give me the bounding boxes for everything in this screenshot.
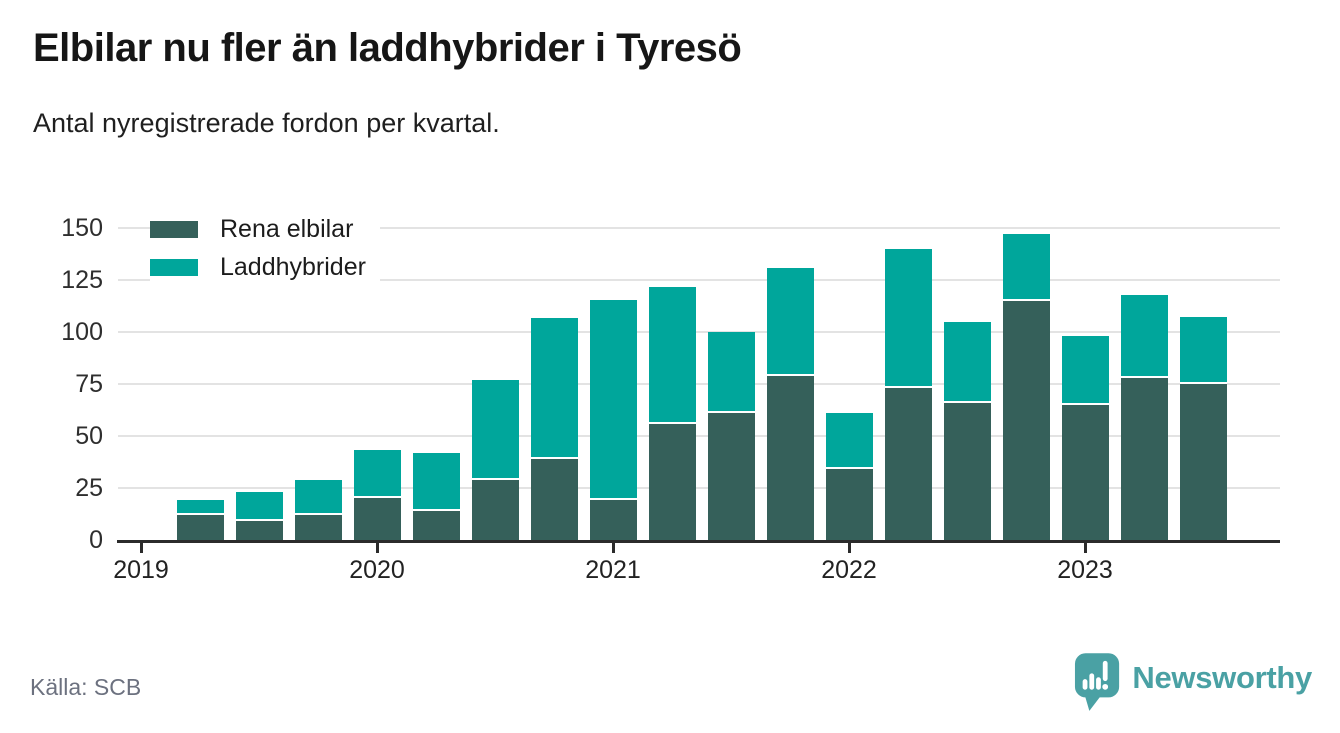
bar-segment-laddhybrider xyxy=(826,413,873,469)
bar-segment-laddhybrider xyxy=(413,453,460,511)
bar-2019-q2 xyxy=(177,500,224,540)
bar-2023-q3 xyxy=(1180,317,1227,540)
bar-segment-laddhybrider xyxy=(472,380,519,480)
bar-segment-rena-elbilar xyxy=(177,515,224,540)
y-tick-label: 0 xyxy=(89,526,103,554)
x-tick-label: 2019 xyxy=(113,556,169,584)
bar-segment-rena-elbilar xyxy=(472,480,519,540)
y-tick-label: 125 xyxy=(61,266,103,294)
bar-segment-rena-elbilar xyxy=(295,515,342,540)
bar-segment-laddhybrider xyxy=(236,492,283,521)
brand-name: Newsworthy xyxy=(1132,660,1312,695)
legend-item: Rena elbilar xyxy=(150,213,380,245)
x-tick-mark xyxy=(848,543,851,553)
gridline xyxy=(118,487,1280,489)
x-tick-mark xyxy=(376,543,379,553)
x-tick-label: 2022 xyxy=(821,556,877,584)
bar-2021-q1 xyxy=(590,300,637,540)
bar-segment-rena-elbilar xyxy=(944,403,991,540)
bar-segment-rena-elbilar xyxy=(1003,301,1050,540)
bar-2022-q3 xyxy=(944,322,991,540)
bar-segment-laddhybrider xyxy=(295,480,342,515)
bar-2023-q1 xyxy=(1062,336,1109,540)
x-tick-label: 2021 xyxy=(585,556,641,584)
bar-segment-laddhybrider xyxy=(885,249,932,388)
gridline xyxy=(118,227,1280,229)
bar-segment-rena-elbilar xyxy=(590,500,637,540)
bar-segment-rena-elbilar xyxy=(413,511,460,540)
bar-segment-rena-elbilar xyxy=(826,469,873,540)
bar-segment-rena-elbilar xyxy=(767,376,814,540)
bar-2020-q2 xyxy=(413,453,460,540)
x-tick-mark xyxy=(1084,543,1087,553)
legend-label: Rena elbilar xyxy=(220,215,354,243)
chart-legend: Rena elbilar Laddhybrider xyxy=(150,213,380,283)
bar-segment-rena-elbilar xyxy=(531,459,578,540)
gridline xyxy=(118,435,1280,437)
bar-2022-q1 xyxy=(826,413,873,540)
bar-segment-laddhybrider xyxy=(1121,295,1168,378)
gridline xyxy=(118,383,1280,385)
gridline xyxy=(118,279,1280,281)
y-tick-label: 150 xyxy=(61,214,103,242)
bar-segment-laddhybrider xyxy=(1062,336,1109,405)
bar-segment-laddhybrider xyxy=(531,318,578,459)
bar-segment-rena-elbilar xyxy=(354,498,401,540)
legend-item: Laddhybrider xyxy=(150,251,380,283)
bar-2019-q4 xyxy=(295,480,342,540)
page-title: Elbilar nu fler än laddhybrider i Tyresö xyxy=(33,26,742,70)
y-tick-label: 25 xyxy=(75,474,103,502)
newsworthy-logo-icon xyxy=(1075,653,1120,711)
x-tick-mark xyxy=(140,543,143,553)
x-axis-line xyxy=(117,540,1280,543)
y-tick-label: 100 xyxy=(61,318,103,346)
bar-2021-q2 xyxy=(649,287,696,540)
legend-label: Laddhybrider xyxy=(220,253,366,281)
newsworthy-branding: Newsworthy xyxy=(1074,652,1312,714)
legend-swatch xyxy=(150,258,198,276)
bar-2021-q3 xyxy=(708,332,755,540)
bar-segment-rena-elbilar xyxy=(649,424,696,540)
bar-segment-laddhybrider xyxy=(649,287,696,424)
page-subtitle: Antal nyregistrerade fordon per kvartal. xyxy=(33,108,500,138)
bar-segment-rena-elbilar xyxy=(236,521,283,540)
bar-2020-q3 xyxy=(472,380,519,540)
bar-2021-q4 xyxy=(767,268,814,540)
y-tick-label: 50 xyxy=(75,422,103,450)
bar-segment-laddhybrider xyxy=(708,332,755,413)
x-tick-label: 2020 xyxy=(349,556,405,584)
x-tick-label: 2023 xyxy=(1057,556,1113,584)
bar-segment-laddhybrider xyxy=(944,322,991,403)
bar-segment-laddhybrider xyxy=(767,268,814,376)
bar-segment-rena-elbilar xyxy=(1180,384,1227,540)
bar-segment-rena-elbilar xyxy=(708,413,755,540)
gridline xyxy=(118,331,1280,333)
bar-2020-q4 xyxy=(531,318,578,540)
bar-2019-q3 xyxy=(236,492,283,540)
bar-segment-laddhybrider xyxy=(354,450,401,498)
bar-segment-rena-elbilar xyxy=(1062,405,1109,540)
bar-2022-q2 xyxy=(885,249,932,540)
y-tick-label: 75 xyxy=(75,370,103,398)
bar-2023-q2 xyxy=(1121,295,1168,540)
bar-segment-rena-elbilar xyxy=(885,388,932,540)
bar-segment-laddhybrider xyxy=(1003,234,1050,301)
bar-2020-q1 xyxy=(354,450,401,540)
bar-2022-q4 xyxy=(1003,234,1050,540)
bar-segment-laddhybrider xyxy=(177,500,224,515)
bar-segment-laddhybrider xyxy=(1180,317,1227,384)
source-note: Källa: SCB xyxy=(30,674,142,700)
bar-segment-laddhybrider xyxy=(590,300,637,500)
legend-swatch xyxy=(150,220,198,238)
bar-segment-rena-elbilar xyxy=(1121,378,1168,540)
x-tick-mark xyxy=(612,543,615,553)
